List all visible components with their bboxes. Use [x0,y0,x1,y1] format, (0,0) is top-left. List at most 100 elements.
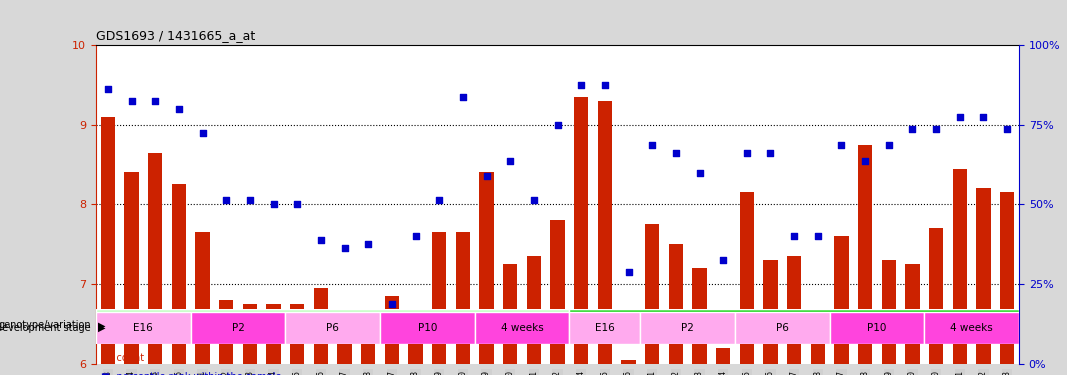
Bar [976,189,990,364]
Point [525,197,542,203]
Bar [692,268,706,364]
Point [999,126,1016,132]
Bar [243,304,257,364]
Point [927,126,944,132]
Point [573,82,590,88]
Text: ■  count: ■ count [101,354,144,363]
Bar [929,228,943,364]
Bar [285,312,380,344]
Point [550,122,567,128]
Bar [906,264,920,364]
Point [313,237,330,243]
Point [407,233,424,239]
Bar [739,192,754,364]
Bar [96,312,191,344]
Text: 4 weeks: 4 weeks [500,322,543,333]
Bar [432,232,446,364]
Bar [191,312,285,344]
Bar [409,328,423,364]
Text: P2: P2 [681,322,695,333]
Point [975,114,992,120]
Text: Nrl deficient: Nrl deficient [760,320,828,330]
Bar [953,168,967,364]
Point [904,126,921,132]
Point [123,98,140,104]
Bar [125,172,139,364]
Text: genotype/variation: genotype/variation [0,320,91,330]
Text: E16: E16 [595,322,615,333]
Bar [503,264,517,364]
Point [218,197,235,203]
Bar [735,312,830,344]
Point [833,142,850,148]
Bar [475,312,570,344]
Point [691,170,708,176]
Text: E16: E16 [133,322,154,333]
Bar [314,288,328,364]
Text: GDS1693 / 1431665_a_at: GDS1693 / 1431665_a_at [96,30,255,42]
Point [336,245,353,251]
Point [171,106,188,112]
Bar [219,300,234,364]
Point [880,142,897,148]
Point [809,233,826,239]
Text: ■  percentile rank within the sample: ■ percentile rank within the sample [101,372,282,375]
Bar [646,224,659,364]
Bar [570,312,640,344]
Text: wild type: wild type [307,320,359,330]
Point [360,241,377,247]
Bar [570,309,1019,341]
Bar [881,260,896,364]
Point [383,301,400,307]
Point [857,158,874,164]
Point [643,142,660,148]
Bar [924,312,1019,344]
Point [501,158,519,164]
Text: P10: P10 [867,322,887,333]
Bar [598,101,612,364]
Text: P6: P6 [776,322,789,333]
Bar [716,348,730,364]
Point [762,150,779,156]
Bar [830,312,924,344]
Bar [96,309,570,341]
Bar [621,360,636,364]
Bar [172,184,186,364]
Point [455,94,472,100]
Bar [551,220,564,364]
Text: ▶: ▶ [98,322,106,333]
Bar [527,256,541,364]
Point [146,98,163,104]
Bar [148,153,162,364]
Point [952,114,969,120]
Point [667,150,684,156]
Text: development stage: development stage [0,322,91,333]
Point [99,86,116,92]
Bar [290,304,304,364]
Point [738,150,755,156]
Point [289,201,306,207]
Bar [574,97,588,364]
Bar [479,172,494,364]
Bar [811,336,825,364]
Point [241,197,258,203]
Bar [100,117,115,364]
Point [620,269,637,275]
Point [785,233,802,239]
Text: ▶: ▶ [98,320,106,330]
Point [265,201,282,207]
Point [194,130,211,136]
Point [431,197,448,203]
Bar [456,232,469,364]
Bar [337,340,352,364]
Bar [1000,192,1015,364]
Text: P10: P10 [417,322,437,333]
Point [596,82,614,88]
Text: 4 weeks: 4 weeks [951,322,993,333]
Bar [380,312,475,344]
Bar [669,244,683,364]
Bar [267,304,281,364]
Bar [385,296,399,364]
Point [478,174,495,180]
Bar [640,312,735,344]
